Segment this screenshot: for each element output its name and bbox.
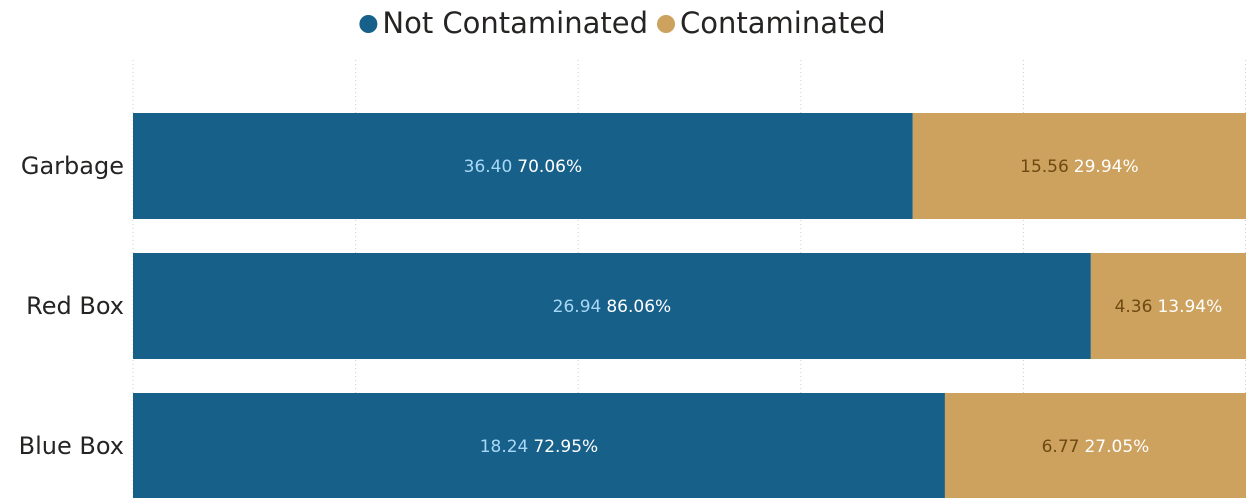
bar-segment <box>133 393 945 498</box>
data-label: 18.24 72.95% <box>480 437 599 457</box>
value-label: 15.56 <box>1020 157 1069 177</box>
legend-label: Not Contaminated <box>382 6 648 40</box>
data-label: 36.40 70.06% <box>464 157 583 177</box>
bar-segment <box>133 113 913 219</box>
bar-segment <box>1090 253 1246 359</box>
value-label: 26.94 <box>553 297 602 317</box>
legend-item: Not Contaminated <box>359 6 648 40</box>
data-label: 15.56 29.94% <box>1020 157 1139 177</box>
category-label: Garbage <box>21 152 124 180</box>
data-label: 4.36 13.94% <box>1115 297 1223 317</box>
legend-item: Contaminated <box>657 6 886 40</box>
bar-segment <box>944 393 1246 498</box>
share-label: 27.05% <box>1084 437 1149 457</box>
category-label: Red Box <box>26 292 124 320</box>
data-label: 6.77 27.05% <box>1042 437 1150 457</box>
bar-segment <box>133 253 1091 359</box>
value-label: 4.36 <box>1115 297 1153 317</box>
share-label: 29.94% <box>1074 157 1139 177</box>
data-label: 26.94 86.06% <box>553 297 672 317</box>
legend-label: Contaminated <box>680 6 886 40</box>
value-label: 18.24 <box>480 437 529 457</box>
share-label: 86.06% <box>606 297 671 317</box>
share-label: 70.06% <box>517 157 582 177</box>
legend-marker <box>359 15 378 33</box>
value-label: 6.77 <box>1042 437 1080 457</box>
category-label: Blue Box <box>19 432 124 460</box>
share-label: 13.94% <box>1157 297 1222 317</box>
share-label: 72.95% <box>533 437 598 457</box>
bar-segment <box>912 113 1246 219</box>
value-label: 36.40 <box>464 157 513 177</box>
legend-marker <box>657 15 676 33</box>
